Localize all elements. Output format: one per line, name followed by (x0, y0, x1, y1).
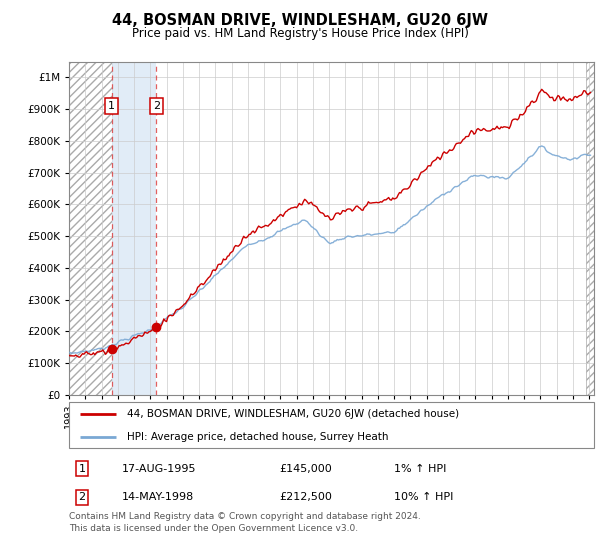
Text: 2: 2 (79, 492, 86, 502)
Text: Contains HM Land Registry data © Crown copyright and database right 2024.
This d: Contains HM Land Registry data © Crown c… (69, 512, 421, 533)
Text: 1: 1 (108, 101, 115, 111)
Text: 2: 2 (153, 101, 160, 111)
Text: 44, BOSMAN DRIVE, WINDLESHAM, GU20 6JW: 44, BOSMAN DRIVE, WINDLESHAM, GU20 6JW (112, 13, 488, 28)
Bar (69, 62, 112, 395)
Text: 1: 1 (79, 464, 86, 474)
Text: Price paid vs. HM Land Registry's House Price Index (HPI): Price paid vs. HM Land Registry's House … (131, 27, 469, 40)
Text: 10% ↑ HPI: 10% ↑ HPI (395, 492, 454, 502)
Text: £212,500: £212,500 (279, 492, 332, 502)
Bar (586, 62, 594, 395)
Text: £145,000: £145,000 (279, 464, 332, 474)
Text: 17-AUG-1995: 17-AUG-1995 (121, 464, 196, 474)
Text: HPI: Average price, detached house, Surrey Heath: HPI: Average price, detached house, Surr… (127, 432, 388, 441)
Text: 44, BOSMAN DRIVE, WINDLESHAM, GU20 6JW (detached house): 44, BOSMAN DRIVE, WINDLESHAM, GU20 6JW (… (127, 409, 459, 419)
FancyBboxPatch shape (69, 402, 594, 448)
Text: 1% ↑ HPI: 1% ↑ HPI (395, 464, 447, 474)
Text: 14-MAY-1998: 14-MAY-1998 (121, 492, 194, 502)
Bar (112, 62, 156, 395)
